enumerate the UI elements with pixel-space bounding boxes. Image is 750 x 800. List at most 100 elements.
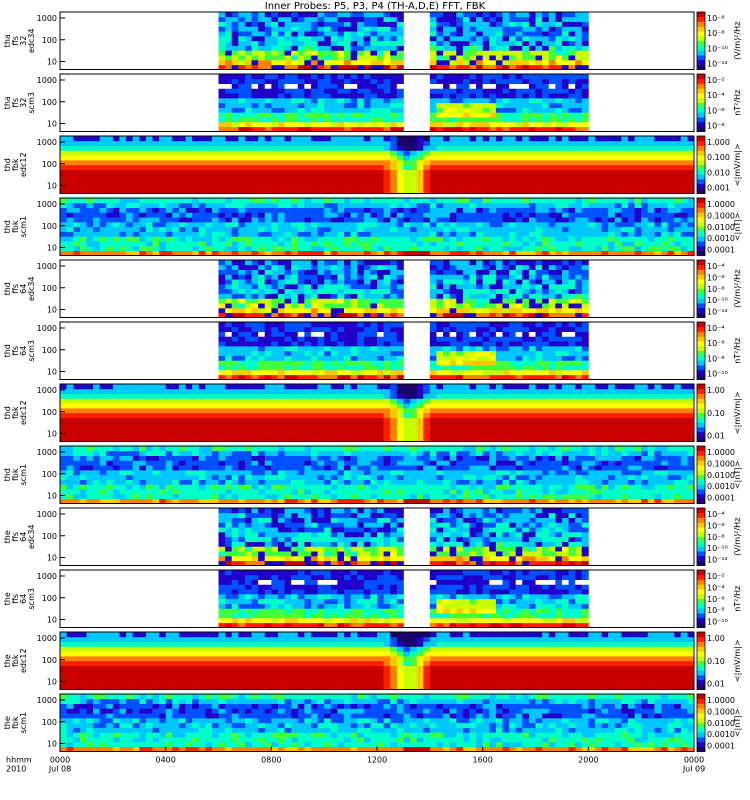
spectrogram-cell: [357, 221, 365, 228]
spectrogram-cell: [509, 55, 517, 61]
spectrogram-cell: [205, 159, 213, 166]
spectrogram-cell: [304, 365, 312, 371]
spectrogram-cell: [172, 179, 180, 185]
spectrogram-cell: [377, 236, 384, 242]
spectrogram-cell: [350, 179, 358, 185]
spectrogram-cell: [377, 126, 384, 132]
spectrogram-cell: [324, 202, 332, 208]
spectrogram-cell: [456, 217, 464, 223]
spectrogram-cell: [231, 40, 239, 46]
spectrogram-cell: [449, 360, 457, 366]
spectrogram-cell: [277, 312, 285, 318]
spectrogram-cell: [238, 374, 246, 380]
spectrogram-cell: [198, 164, 206, 170]
spectrogram-cell: [634, 155, 642, 161]
spectrogram-cell: [244, 207, 252, 213]
spectrogram-cell: [251, 188, 259, 194]
spectrogram-cell: [277, 217, 285, 223]
spectrogram-cell: [86, 212, 94, 218]
spectrogram-cell: [634, 183, 642, 190]
spectrogram-cell: [172, 174, 180, 180]
spectrogram-cell: [271, 293, 279, 299]
spectrogram-cell: [310, 121, 318, 128]
spectrogram-cell: [561, 264, 569, 270]
spectrogram-cell: [291, 126, 299, 132]
spectrogram-cell: [297, 93, 305, 99]
spectrogram-cell: [390, 245, 398, 252]
spectrogram-cell: [581, 369, 589, 376]
spectrogram-cell: [548, 226, 556, 232]
spectrogram-cell: [594, 164, 602, 170]
spectrogram-cell: [370, 136, 378, 142]
spectrogram-cell: [357, 207, 365, 213]
spectrogram-cell: [271, 245, 279, 252]
spectrogram-cell: [310, 350, 318, 356]
spectrogram-cell: [145, 183, 153, 190]
spectrogram-cell: [383, 59, 391, 66]
spectrogram-cell: [73, 202, 81, 208]
spectrogram-cell: [449, 140, 457, 146]
spectrogram-cell: [476, 245, 484, 252]
spectrogram-cell: [79, 250, 87, 256]
spectrogram-cell: [297, 288, 305, 294]
spectrogram-cell: [377, 212, 384, 218]
spectrogram-cell: [304, 64, 312, 70]
spectrogram-cell: [231, 336, 239, 342]
spectrogram-cell: [310, 126, 318, 132]
spectrogram-cell: [271, 188, 279, 194]
spectrogram-cell: [674, 221, 682, 228]
spectrogram-cell: [251, 231, 259, 237]
spectrogram-cell: [284, 93, 292, 99]
spectrogram-cell: [343, 236, 351, 242]
spectrogram-cell: [264, 360, 272, 366]
spectrogram-cell: [330, 140, 338, 146]
spectrogram-cell: [449, 312, 457, 318]
spectrogram-cell: [178, 250, 186, 256]
spectrogram-cell: [317, 336, 325, 342]
spectrogram-cell: [383, 336, 391, 342]
spectrogram-cell: [271, 159, 279, 166]
spectrogram-cell: [93, 245, 101, 252]
spectrogram-cell: [337, 350, 345, 356]
panel-label: ffs: [11, 36, 20, 46]
spectrogram-cell: [575, 145, 583, 151]
spectrogram-cell: [310, 312, 318, 318]
spectrogram-cell: [297, 78, 305, 84]
spectrogram-cell: [528, 312, 536, 318]
spectrogram-cell: [297, 112, 305, 118]
spectrogram-cell: [251, 264, 259, 270]
spectrogram-cell: [410, 183, 418, 190]
spectrogram-cell: [621, 236, 629, 242]
spectrogram-cell: [377, 307, 384, 314]
spectrogram-cell: [410, 245, 418, 252]
spectrogram-cell: [106, 236, 114, 242]
spectrogram-cell: [462, 212, 470, 218]
spectrogram-cell: [60, 250, 67, 256]
spectrogram-cell: [152, 226, 160, 232]
spectrogram-cell: [106, 145, 114, 151]
spectrogram-cell: [469, 269, 477, 275]
spectrogram-cell: [396, 16, 404, 22]
spectrogram-cell: [106, 217, 114, 223]
spectrogram-cell: [225, 40, 233, 46]
spectrogram-cell: [337, 283, 345, 290]
spectrogram-cell: [416, 140, 424, 146]
spectrogram-cell: [370, 217, 378, 223]
spectrogram-cell: [495, 336, 503, 342]
spectrogram-cell: [528, 198, 536, 204]
spectrogram-cell: [211, 212, 219, 218]
spectrogram-cell: [429, 326, 437, 332]
spectrogram-cell: [271, 97, 279, 104]
spectrogram-cell: [476, 269, 484, 275]
spectrogram-cell: [416, 188, 424, 194]
spectrogram-cell: [555, 159, 563, 166]
spectrogram-cell: [324, 231, 332, 237]
spectrogram-cell: [423, 245, 431, 252]
spectrogram-cell: [568, 226, 576, 232]
spectrogram-cell: [443, 188, 451, 194]
spectrogram-cell: [522, 331, 530, 337]
spectrogram-cell: [238, 140, 246, 146]
panel-label: 64: [19, 346, 28, 356]
spectrogram-cell: [297, 293, 305, 299]
spectrogram-cell: [482, 74, 490, 80]
